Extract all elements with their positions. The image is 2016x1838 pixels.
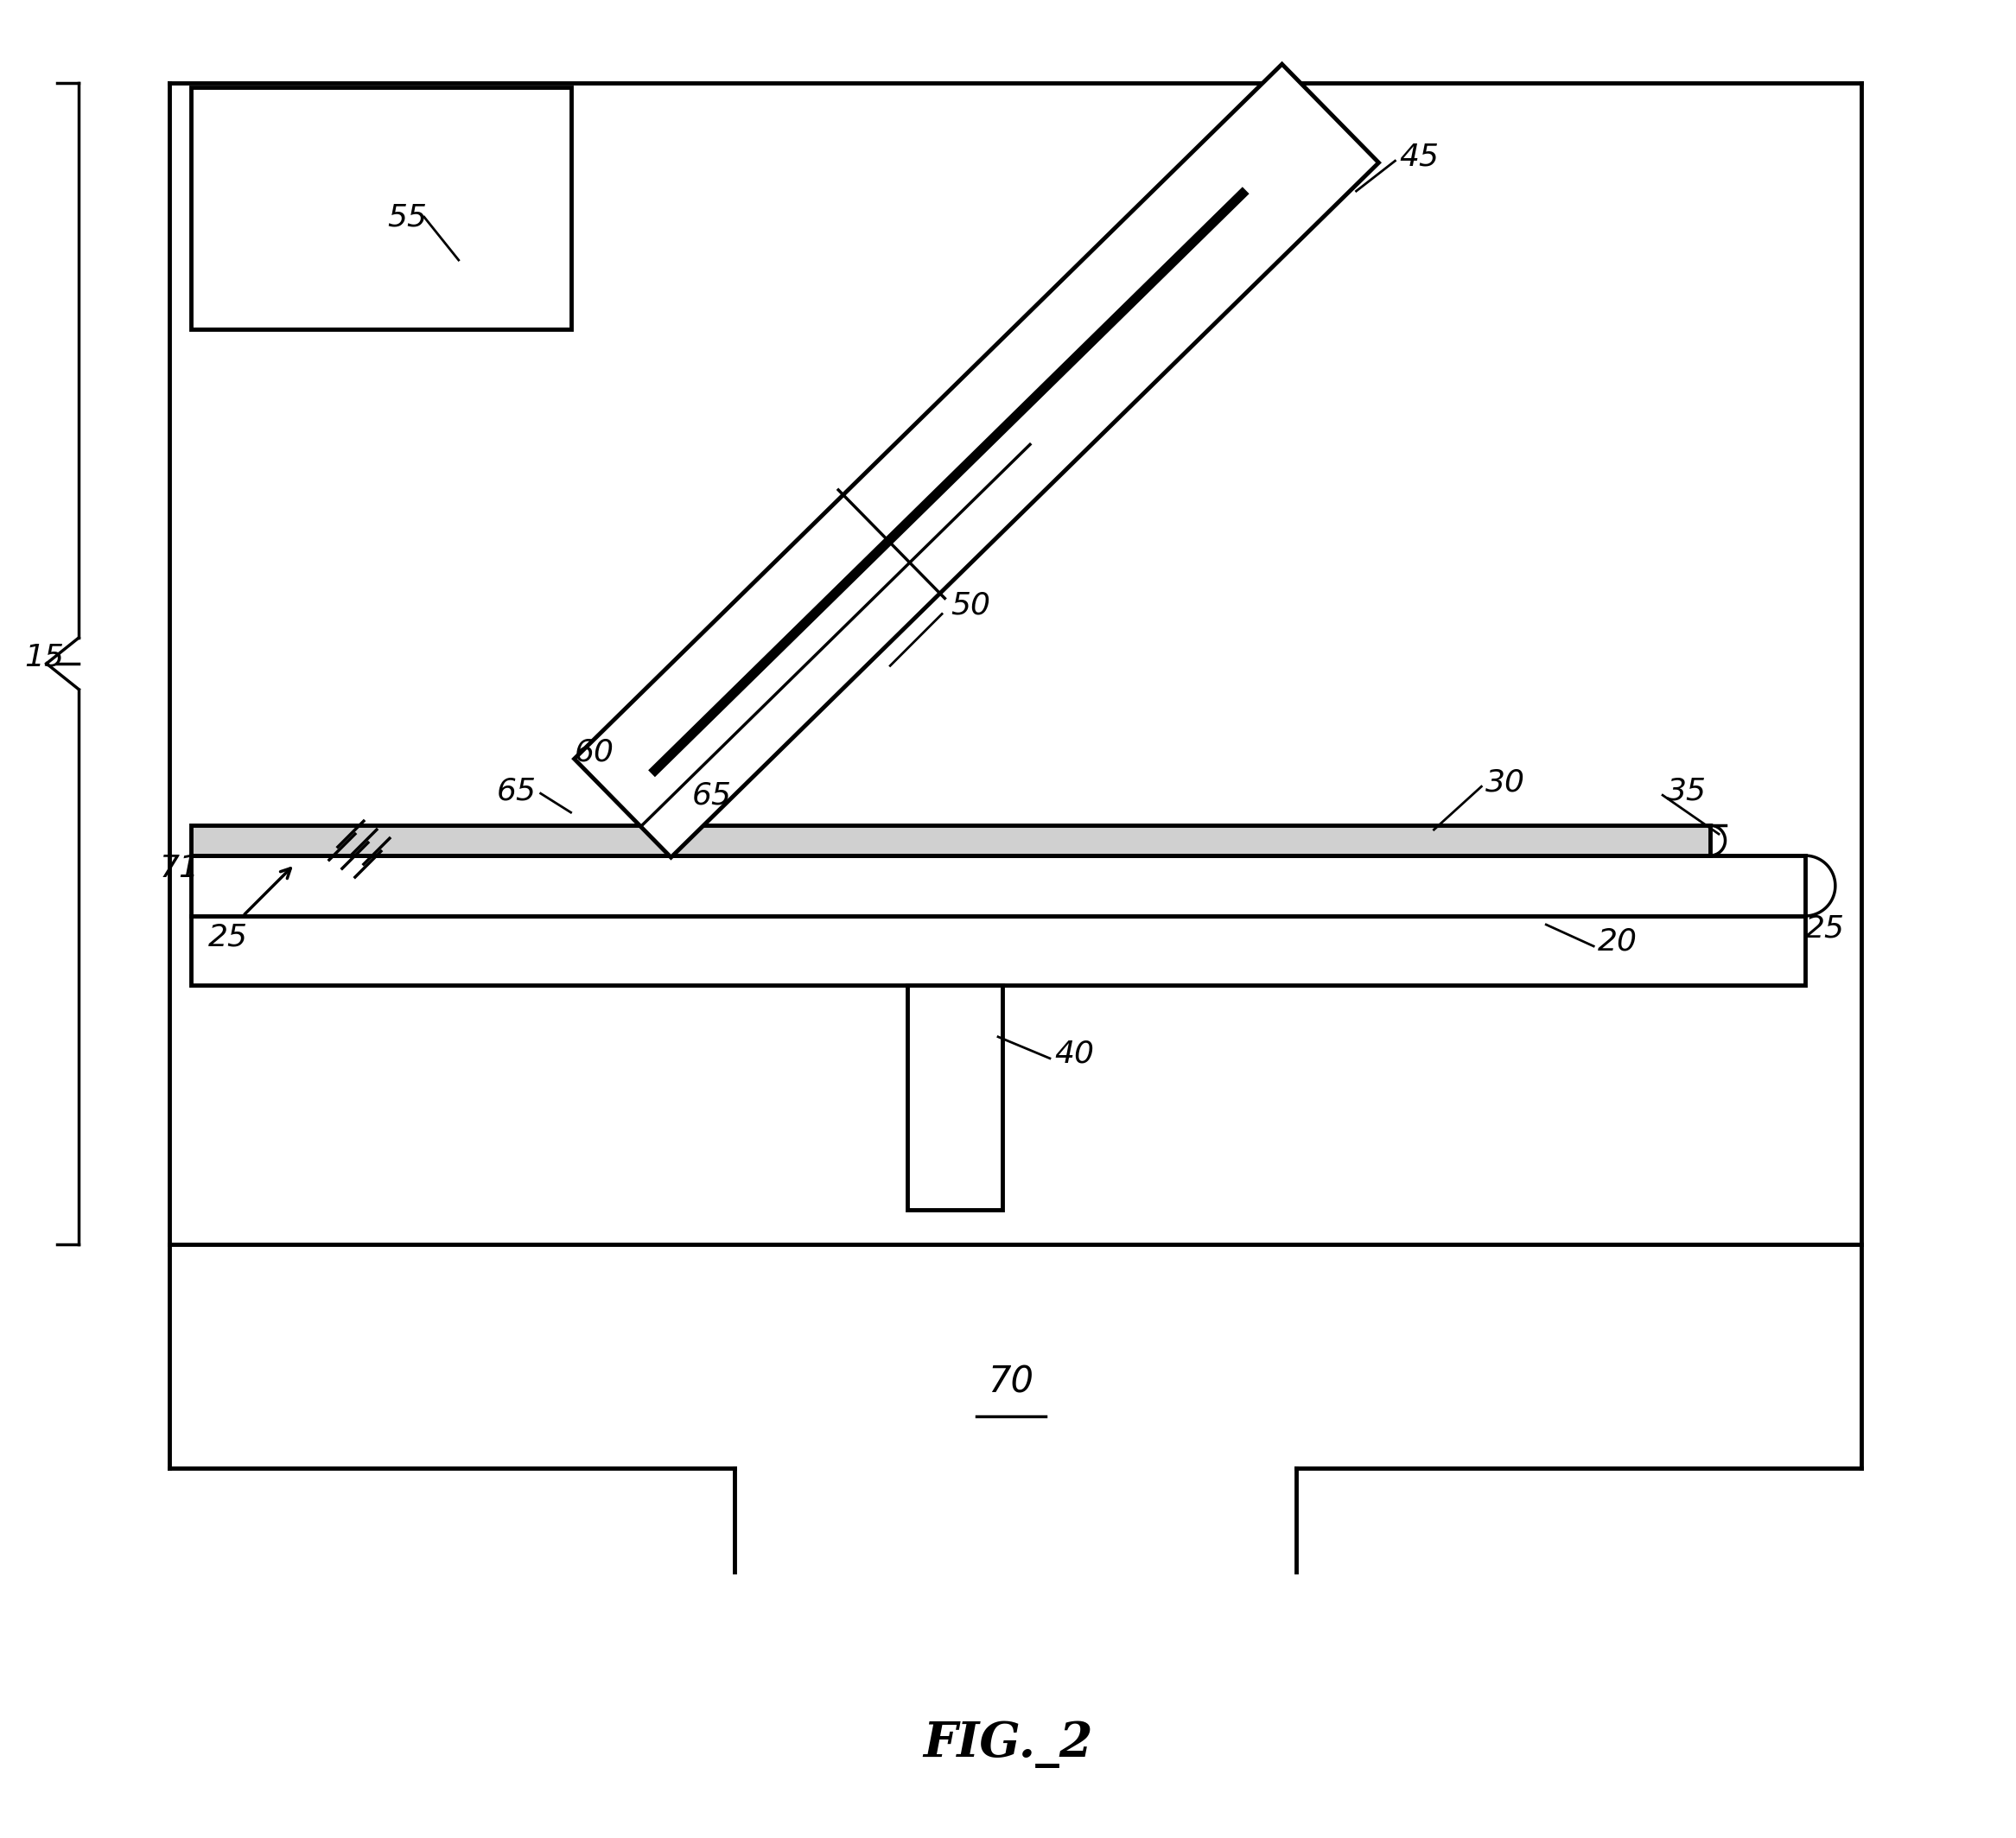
Text: 25: 25	[1804, 913, 1845, 943]
Text: 50: 50	[952, 590, 990, 619]
Bar	[192, 825, 1710, 855]
Text: 45: 45	[1399, 142, 1439, 171]
Bar	[192, 88, 571, 329]
Text: 65: 65	[496, 776, 536, 805]
Text: 15: 15	[24, 643, 65, 671]
Polygon shape	[575, 64, 1379, 857]
Bar	[192, 915, 1804, 985]
Text: FIG._2: FIG._2	[923, 1720, 1093, 1768]
Bar	[192, 855, 1804, 915]
Text: 30: 30	[1486, 768, 1526, 798]
Text: 71: 71	[159, 855, 200, 884]
Text: 55: 55	[387, 202, 427, 232]
Text: 20: 20	[1599, 926, 1637, 956]
Text: 70: 70	[988, 1364, 1034, 1401]
Text: 65: 65	[691, 781, 732, 811]
Text: 25: 25	[208, 923, 248, 952]
Text: 60: 60	[575, 737, 615, 766]
Text: 35: 35	[1667, 776, 1708, 805]
Bar	[907, 985, 1002, 1209]
Text: 40: 40	[1054, 1038, 1095, 1068]
